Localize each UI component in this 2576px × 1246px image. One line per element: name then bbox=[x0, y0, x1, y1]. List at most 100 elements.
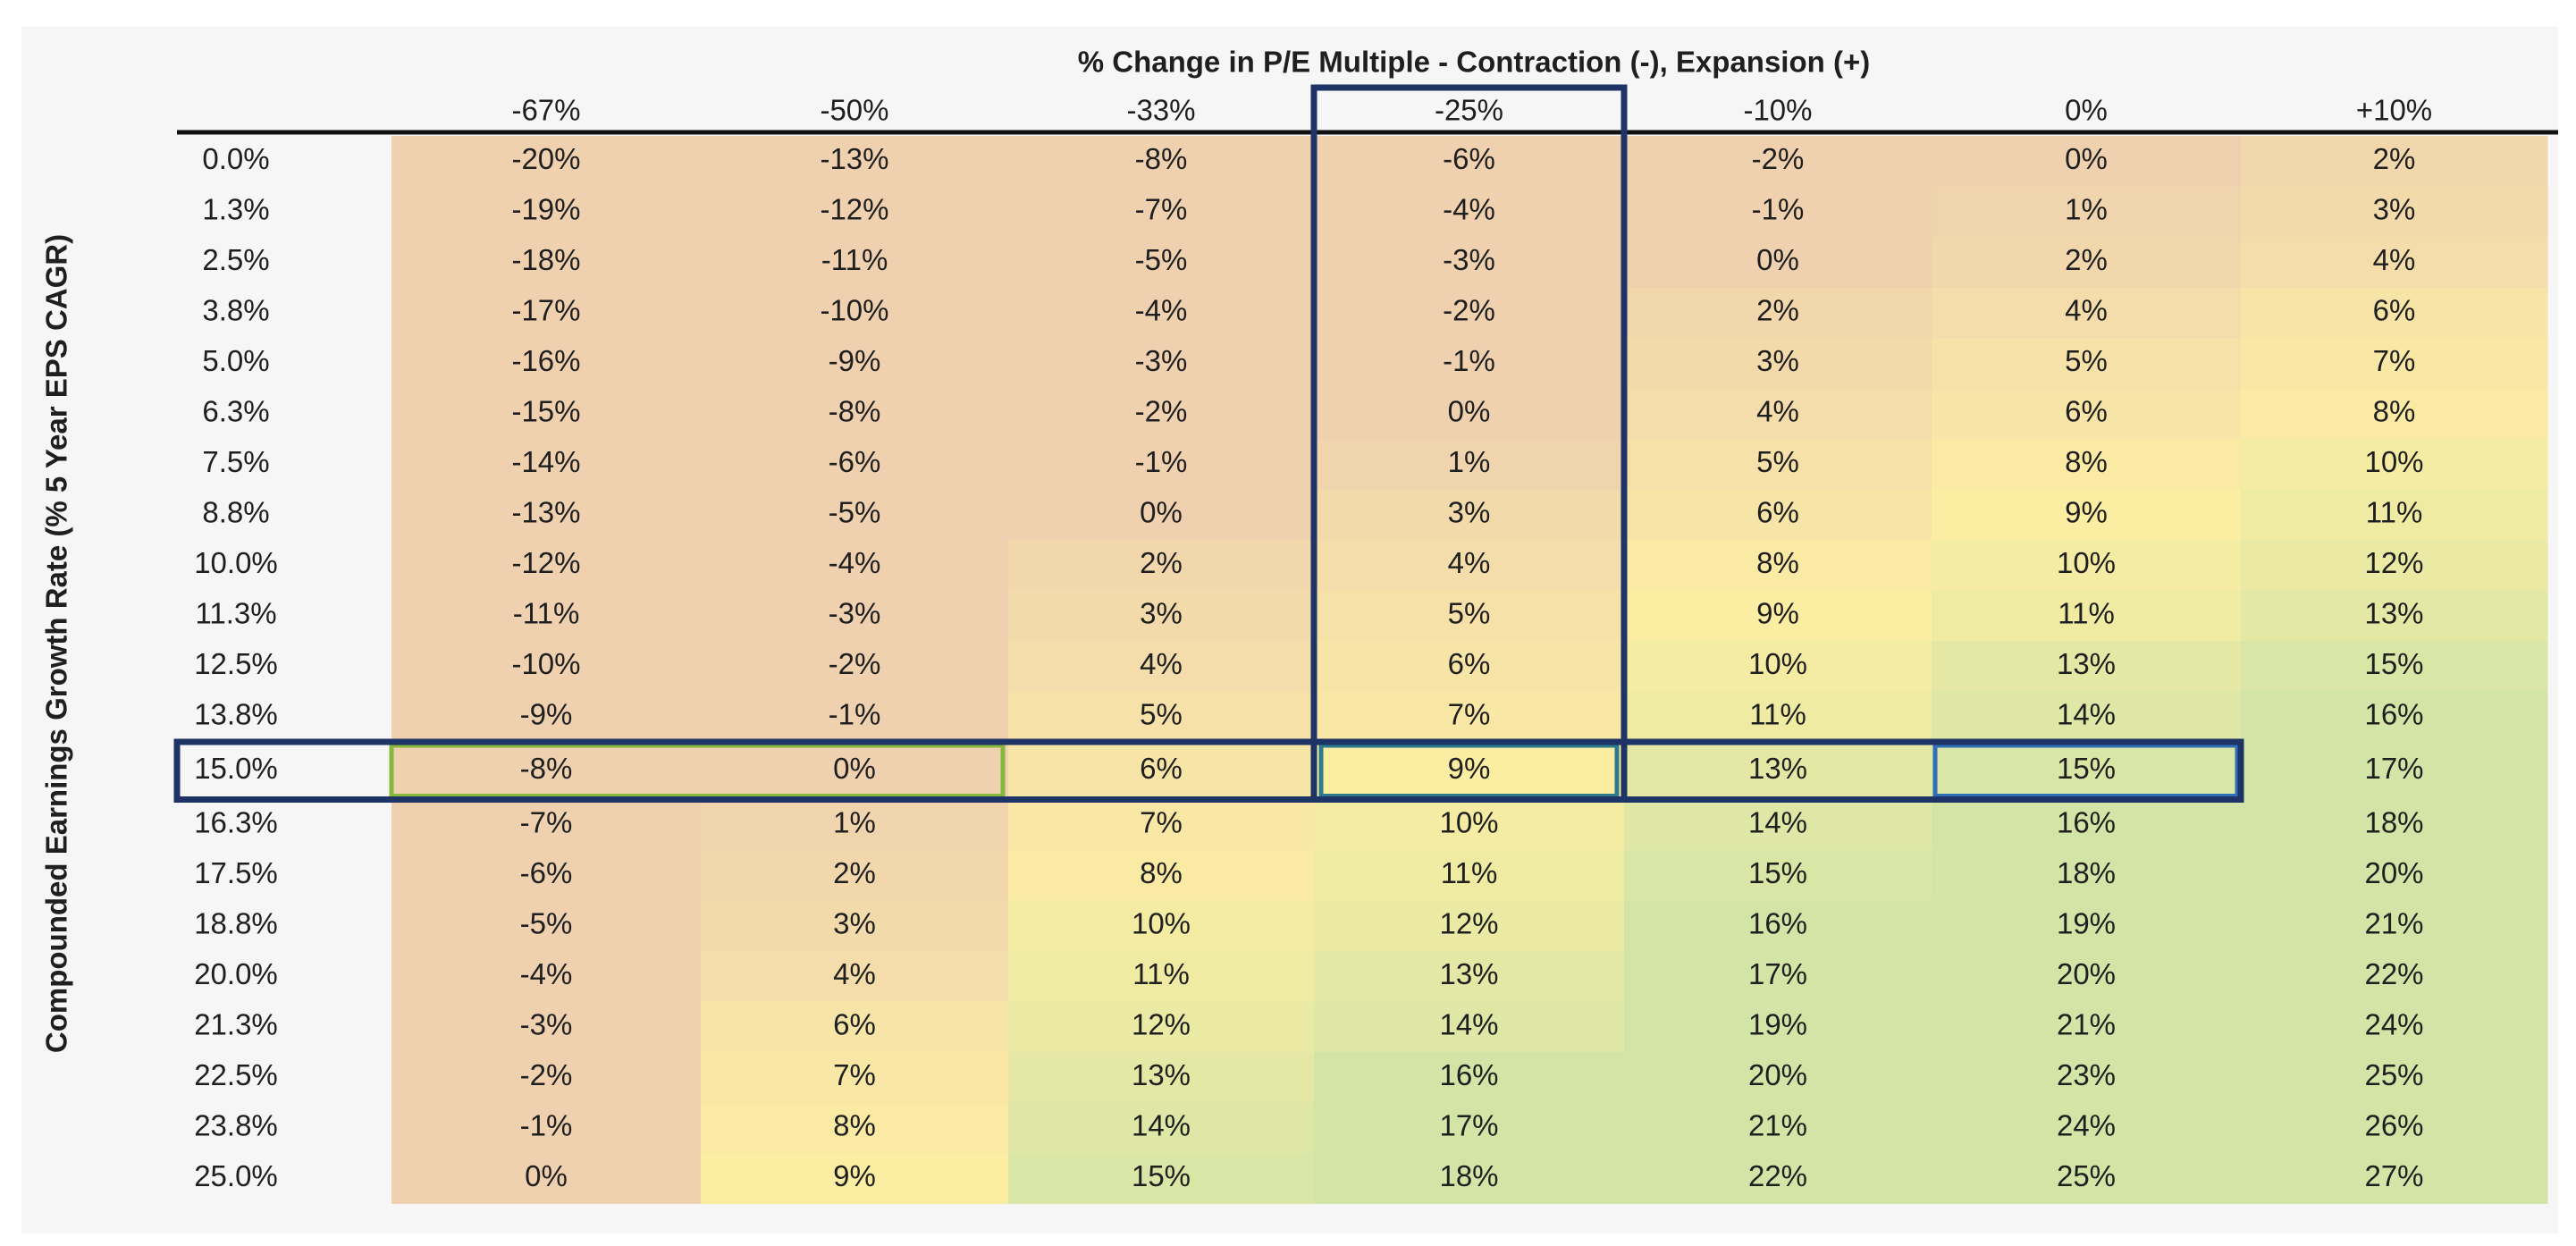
cell-value-label: 9% bbox=[1756, 596, 1799, 629]
heatmap-cell bbox=[701, 186, 1009, 238]
heatmap-cell bbox=[391, 641, 702, 692]
cell-value-label: 9% bbox=[833, 1159, 876, 1192]
heatmap-cell bbox=[701, 691, 1009, 743]
cell-value-label: 18% bbox=[2364, 805, 2423, 838]
heatmap-cell bbox=[701, 742, 1009, 800]
cell-value-label: 22% bbox=[1748, 1159, 1807, 1192]
heatmap-cell bbox=[391, 439, 702, 490]
heatmap-cell bbox=[1932, 489, 2242, 541]
cell-value-label: 4% bbox=[2065, 293, 2108, 326]
cell-value-label: 1% bbox=[2065, 192, 2108, 225]
cell-value-label: 14% bbox=[1439, 1007, 1498, 1040]
cell-value-label: 15% bbox=[1748, 856, 1807, 889]
cell-value-label: 13% bbox=[2364, 596, 2423, 629]
cell-value-label: 24% bbox=[2364, 1007, 2423, 1040]
cell-value-label: 17% bbox=[2364, 752, 2423, 785]
highlight-row-box bbox=[173, 738, 2244, 803]
cell-value-label: 0% bbox=[525, 1159, 568, 1192]
cell-value-label: 6% bbox=[833, 1007, 876, 1040]
heatmap-cell bbox=[701, 1052, 1009, 1103]
cell-value-label: -2% bbox=[1443, 293, 1495, 326]
cell-value-label: -9% bbox=[829, 344, 881, 377]
heatmap-cell bbox=[1624, 850, 1932, 901]
cell-value-label: -13% bbox=[511, 495, 580, 528]
heatmap-cell bbox=[1008, 439, 1315, 490]
cell-value-label: 2% bbox=[1756, 293, 1799, 326]
cell-value-label: 1% bbox=[833, 805, 876, 838]
cell-value-label: 21% bbox=[2364, 906, 2423, 939]
cell-value-label: 13% bbox=[1748, 752, 1807, 785]
heatmap-cell bbox=[701, 237, 1009, 288]
heatmap-cell bbox=[1314, 186, 1625, 238]
heatmap-cell bbox=[1624, 540, 1932, 591]
cell-value-label: 14% bbox=[2057, 697, 2116, 730]
heatmap-cell bbox=[1624, 1052, 1932, 1103]
heatmap-cell bbox=[391, 237, 702, 288]
heatmap-cell bbox=[1932, 799, 2242, 851]
heatmap-cell bbox=[1932, 388, 2242, 440]
cell-value-label: -3% bbox=[520, 1007, 573, 1040]
cell-value-label: -15% bbox=[511, 394, 580, 427]
heatmap-cell bbox=[701, 850, 1009, 901]
cell-value-label: 23% bbox=[2057, 1058, 2116, 1091]
cell-value-label: -2% bbox=[1135, 394, 1188, 427]
cell-value-label: -2% bbox=[829, 647, 881, 680]
heatmap-cell bbox=[2241, 1052, 2548, 1103]
heatmap-cell bbox=[1314, 742, 1625, 800]
heatmap-cell bbox=[1008, 287, 1315, 339]
cell-value-label: 11% bbox=[2366, 495, 2423, 528]
cell-value-label: -7% bbox=[520, 805, 573, 838]
heatmap-cell bbox=[1624, 489, 1932, 541]
heatmap-cell bbox=[1932, 742, 2242, 800]
cell-value-label: -5% bbox=[829, 495, 881, 528]
heatmap-cell bbox=[2241, 136, 2548, 187]
heatmap-cell bbox=[2241, 900, 2548, 952]
row-label: 17.5% bbox=[194, 856, 278, 889]
heatmap-cell bbox=[1624, 186, 1932, 238]
cell-value-label: 10% bbox=[2057, 546, 2116, 579]
highlight-column-box bbox=[1310, 84, 1628, 803]
row-label: 6.3% bbox=[202, 394, 269, 427]
cell-value-label: 6% bbox=[2065, 394, 2108, 427]
heatmap-cell bbox=[1932, 1052, 2242, 1103]
cell-value-label: 2% bbox=[833, 856, 876, 889]
heatmap-cell bbox=[1932, 951, 2242, 1002]
cell-value-label: -4% bbox=[1443, 192, 1495, 225]
heatmap-cell bbox=[1932, 590, 2242, 642]
pe-sensitivity-heatmap: % Change in P/E Multiple - Contraction (… bbox=[40, 46, 2558, 1204]
cell-value-label: 8% bbox=[1756, 546, 1799, 579]
cell-value-label: -8% bbox=[829, 394, 881, 427]
cell-value-label: 16% bbox=[1748, 906, 1807, 939]
cell-value-label: -10% bbox=[511, 647, 580, 680]
cell-value-label: -3% bbox=[1135, 344, 1188, 377]
cell-value-label: 25% bbox=[2057, 1159, 2116, 1192]
heatmap-cell bbox=[391, 1001, 702, 1053]
heatmap-cell bbox=[1624, 287, 1932, 339]
heatmap-cell bbox=[1624, 691, 1932, 743]
heatmap-cell bbox=[1624, 900, 1932, 952]
cell-value-label: -5% bbox=[520, 906, 573, 939]
column-header: -25% bbox=[1435, 94, 1503, 127]
cell-value-label: 27% bbox=[2364, 1159, 2423, 1192]
heatmap-cell bbox=[701, 540, 1009, 591]
heatmap-figure: % Change in P/E Multiple - Contraction (… bbox=[21, 27, 2558, 1233]
heatmap-cell bbox=[1932, 900, 2242, 952]
heatmap-cell bbox=[701, 1153, 1009, 1204]
cell-value-label: 20% bbox=[1748, 1058, 1807, 1091]
cell-value-label: -12% bbox=[820, 192, 888, 225]
heatmap-cell bbox=[1624, 951, 1932, 1002]
heatmap-cell bbox=[1314, 641, 1625, 692]
cell-value-label: 10% bbox=[1132, 906, 1191, 939]
cell-value-label: -3% bbox=[1443, 243, 1495, 276]
heatmap-cell bbox=[1314, 850, 1625, 901]
cell-value-label: 8% bbox=[2065, 445, 2108, 478]
heatmap-cell bbox=[701, 590, 1009, 642]
cell-value-label: -8% bbox=[1135, 142, 1188, 175]
cell-value-label: -8% bbox=[520, 752, 573, 785]
row-label: 2.5% bbox=[202, 243, 269, 276]
cell-value-label: 12% bbox=[1132, 1007, 1191, 1040]
cell-value-label: 13% bbox=[1132, 1058, 1191, 1091]
cell-value-label: -16% bbox=[511, 344, 580, 377]
cell-value-label: 24% bbox=[2057, 1108, 2116, 1141]
heatmap-cell bbox=[1932, 338, 2242, 389]
